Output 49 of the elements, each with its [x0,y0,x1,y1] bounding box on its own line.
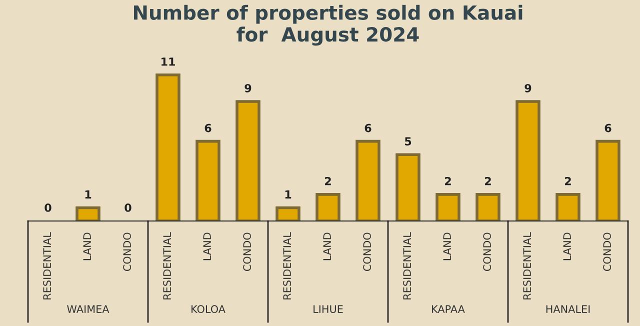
bar [236,100,260,221]
data-label: 2 [445,176,451,186]
data-label: 6 [364,124,372,132]
text: KAPAA [432,305,465,313]
x-tick-label: RESIDENTIAL [163,232,172,300]
bar [396,153,420,221]
x-tick-label: LAND [563,232,571,260]
bar [436,193,460,221]
data-label: 9 [524,84,532,92]
x-tick-label: RESIDENTIAL [283,232,292,300]
data-label: 2 [325,176,331,186]
chart-title: Number of properties sold on Kauai for August 2024 [134,4,522,46]
bar [516,100,540,221]
x-tick-label: RESIDENTIAL [523,232,532,300]
x-tick-label: CONDO [363,232,372,272]
x-tick-label: CONDO [123,232,132,272]
data-label: 1 [285,190,292,198]
bar [476,193,500,221]
data-label: 6 [604,124,612,132]
bar [596,140,620,221]
bar [276,206,300,221]
data-label: 0 [124,204,132,212]
data-label: 11 [162,58,175,66]
x-tick-label: CONDO [243,232,252,272]
text: HANALEI [546,305,590,313]
x-tick-label: LAND [83,232,91,260]
bar [156,74,180,221]
bar [356,140,380,221]
data-label: 1 [85,190,92,198]
data-label: 6 [204,124,212,132]
x-tick-label: RESIDENTIAL [403,232,412,300]
x-tick-label: LAND [443,232,451,260]
x-tick-label: LAND [323,232,331,260]
bar [316,193,340,221]
bar [76,206,100,221]
text: LIHUE [314,305,343,314]
x-tick-label: CONDO [483,232,492,272]
text: WAIMEA [67,305,110,313]
x-tick-label: RESIDENTIAL [43,232,52,300]
data-label: 5 [404,137,412,146]
x-tick-label: CONDO [603,232,612,272]
bar [196,140,220,221]
text: KOLOA [192,305,226,314]
data-label: 2 [485,176,491,186]
data-label: 9 [244,84,252,92]
data-label: 0 [44,204,52,212]
bar [556,193,580,221]
data-label: 2 [565,176,571,186]
x-tick-label: LAND [203,232,211,260]
